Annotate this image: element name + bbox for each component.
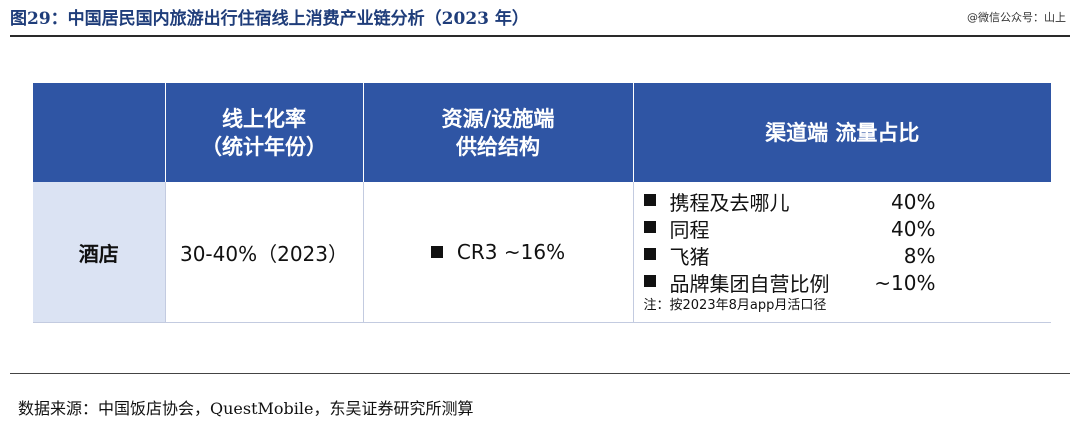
channel-name: 携程及去哪儿 [669,191,790,215]
channel-name: 飞猪 [669,245,710,269]
bottom-divider [10,373,1070,374]
channel-share: ~10% [874,270,936,295]
header-supply-line1: 资源/设施端 [441,106,555,131]
square-bullet-icon [430,245,443,258]
table-row: 酒店 30-40%（2023） CR3 ~16% 携程及去哪儿 40% 同程 4… [33,182,1051,323]
header-online-rate-line2: （统计年份） [201,134,327,159]
channel-list: 携程及去哪儿 40% 同程 40% 飞猪 8% 品牌集团自营比例 ~10% [643,188,936,315]
channel-share: 40% [891,216,936,241]
channel-footnote: 注：按2023年8月app月活口径 [643,298,827,313]
header-supply: 资源/设施端 供给结构 [363,83,634,182]
table-header-row: 线上化率 （统计年份） 资源/设施端 供给结构 渠道端 流量占比 [33,83,1051,182]
square-bullet-icon [643,247,656,260]
square-bullet-icon [643,274,656,287]
source-note: 数据来源：中国饭店协会，QuestMobile，东吴证券研究所测算 [18,399,474,418]
channel-share: 8% [903,243,936,268]
square-bullet-icon [643,193,656,206]
header-channel-text: 渠道端 流量占比 [765,120,920,145]
supply-value: CR3 ~16% [456,240,566,264]
row-label-hotel: 酒店 [33,182,166,323]
header-channel: 渠道端 流量占比 [633,83,1051,182]
header-blank-cell [33,83,166,182]
watermark-text: @微信公众号：山上 [967,11,1066,24]
top-divider [10,35,1070,37]
list-item: 同程 40% [643,215,936,242]
channel-share: 40% [891,189,936,214]
header-online-rate-line1: 线上化率 [222,106,306,131]
industry-chain-table: 线上化率 （统计年份） 资源/设施端 供给结构 渠道端 流量占比 酒店 30-4… [33,83,1051,323]
online-rate-value: 30-40%（2023） [179,241,349,266]
list-item: 携程及去哪儿 40% [643,188,936,215]
figure-title: 图29：中国居民国内旅游出行住宿线上消费产业链分析（2023 年） [10,9,529,29]
list-item: 飞猪 8% [643,242,936,269]
header-online-rate: 线上化率 （统计年份） [165,83,364,182]
online-rate-cell: 30-40%（2023） [165,182,364,323]
list-item: 品牌集团自营比例 ~10% [643,269,936,296]
channel-name: 品牌集团自营比例 [669,272,830,296]
channel-cell: 携程及去哪儿 40% 同程 40% 飞猪 8% 品牌集团自营比例 ~10% [633,182,1051,323]
header-supply-line2: 供给结构 [456,134,540,159]
square-bullet-icon [643,220,656,233]
channel-name: 同程 [669,218,710,242]
supply-cell: CR3 ~16% [363,182,634,323]
